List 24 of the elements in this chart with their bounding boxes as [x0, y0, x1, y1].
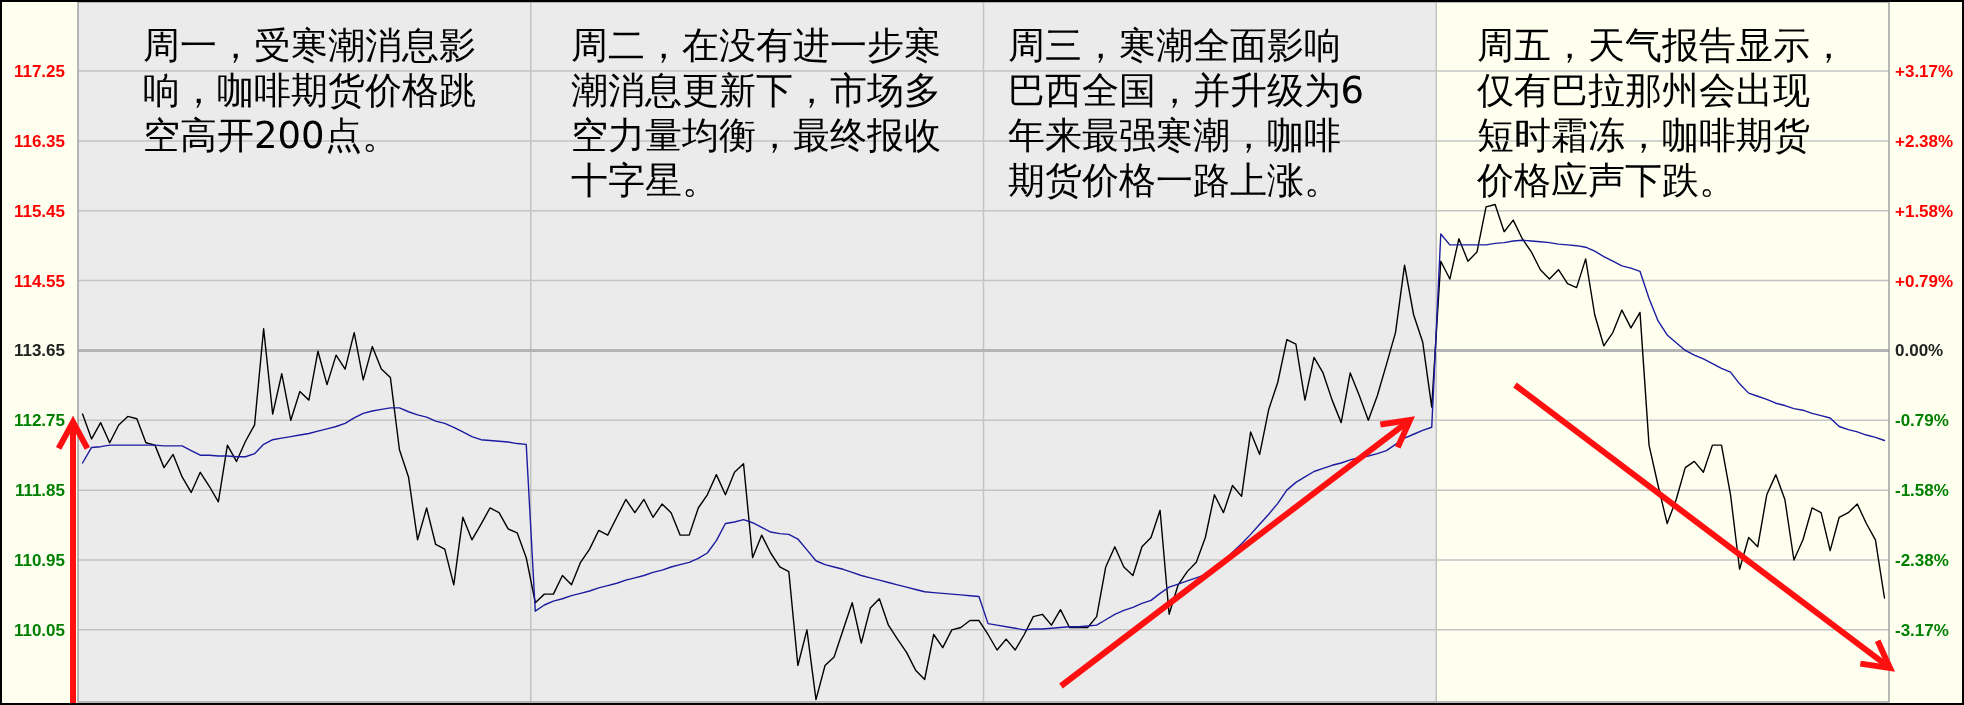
y2-tick-label: 0.00% — [1895, 341, 1944, 361]
y2-tick-label: +2.38% — [1895, 131, 1954, 151]
y-tick-label: 111.85 — [14, 481, 65, 501]
y2-tick-label: +0.79% — [1895, 271, 1954, 291]
y2-tick-label: -0.79% — [1895, 411, 1949, 431]
annotation: 周五，天气报告显示，仅有巴拉那州会出现短时霜冻，咖啡期货价格应声下跌。 — [1476, 24, 1848, 202]
y-tick-label: 115.45 — [13, 201, 65, 221]
y2-tick-label: +1.58% — [1895, 202, 1954, 222]
y-tick-label: 113.65 — [13, 341, 65, 361]
y-tick-label: 112.75 — [13, 411, 65, 431]
y-tick-label: 114.55 — [13, 271, 65, 291]
y2-tick-label: -2.38% — [1895, 551, 1949, 571]
y-tick-label: 110.95 — [13, 550, 65, 570]
y2-tick-label: -3.17% — [1895, 621, 1949, 641]
annotation: 周二，在没有进一步寒潮消息更新下，市场多空力量均衡，最终报收十字星。 — [570, 24, 941, 202]
y-tick-label: 117.25 — [13, 62, 65, 82]
y2-tick-label: +3.17% — [1895, 61, 1954, 81]
y-tick-label: 116.35 — [13, 131, 65, 151]
annotation: 周一，受寒潮消息影响，咖啡期货价格跳空高开200点。 — [143, 24, 476, 157]
y-tick-label: 110.05 — [13, 620, 65, 640]
y2-tick-label: -1.58% — [1895, 480, 1949, 500]
line-series — [81, 233, 1886, 631]
annotation: 周三，寒潮全面影响巴西全国，并升级为6年来最强寒潮，咖啡期货价格一路上涨。 — [1007, 24, 1365, 202]
line-series — [81, 203, 1886, 701]
